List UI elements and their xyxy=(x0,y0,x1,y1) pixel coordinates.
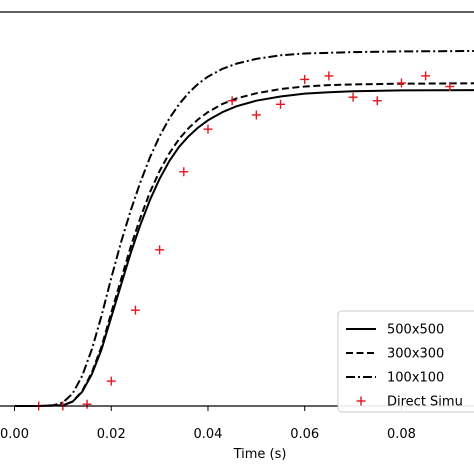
data-point-marker xyxy=(348,92,358,102)
data-point-marker xyxy=(300,74,310,84)
legend: 500x500 300x300 100x100 Direct Simu xyxy=(337,310,474,413)
data-point-marker xyxy=(324,71,334,81)
legend-label: 500x500 xyxy=(387,323,444,338)
data-point-marker xyxy=(82,399,92,409)
legend-entry: Direct Simu xyxy=(356,395,463,410)
series-layer xyxy=(14,50,474,411)
data-point-marker xyxy=(155,245,165,255)
x-tick-label: 0.02 xyxy=(97,427,126,442)
data-point-marker xyxy=(421,71,431,81)
data-point-marker xyxy=(227,96,237,106)
data-point-marker xyxy=(203,124,213,134)
data-point-marker xyxy=(445,82,455,92)
legend-label: 100x100 xyxy=(387,371,444,386)
data-point-marker xyxy=(276,99,286,109)
legend-entry: 300x300 xyxy=(346,347,444,362)
legend-entry: 100x100 xyxy=(346,371,444,386)
data-point-marker xyxy=(106,376,116,386)
legend-label: Direct Simu xyxy=(387,395,463,410)
data-point-marker xyxy=(130,305,140,315)
x-tick-label: 0.06 xyxy=(290,427,319,442)
data-point-marker xyxy=(179,167,189,177)
x-tick-label: 0.04 xyxy=(194,427,223,442)
data-point-marker xyxy=(372,96,382,106)
data-point-marker xyxy=(251,110,261,120)
data-point-marker xyxy=(396,78,406,88)
legend-marker xyxy=(356,396,366,406)
series-line-100x100 xyxy=(14,50,474,407)
legend-entries: 500x500 300x300 100x100 Direct Simu xyxy=(346,323,463,410)
x-ticks: 0.00 0.02 0.04 0.06 0.08 xyxy=(0,406,416,442)
x-axis-label: Time (s) xyxy=(233,447,287,462)
legend-box xyxy=(337,310,474,413)
x-tick-label: 0.08 xyxy=(387,427,416,442)
series-line-300x300 xyxy=(14,82,474,407)
legend-label: 300x300 xyxy=(387,347,444,362)
x-tick-label: 0.00 xyxy=(0,427,29,442)
legend-entry: 500x500 xyxy=(346,323,444,338)
